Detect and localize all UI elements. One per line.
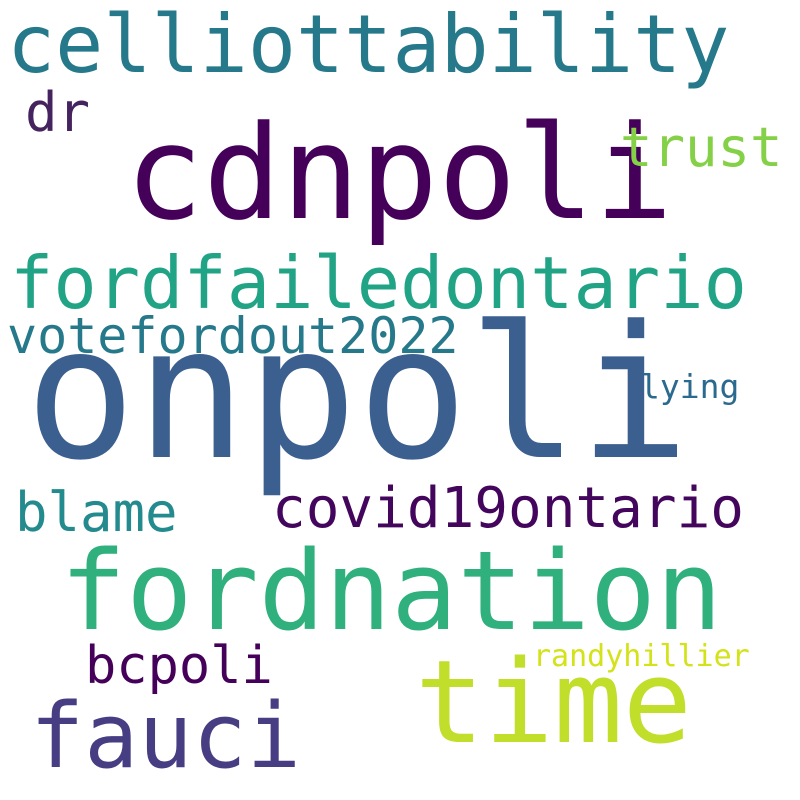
word-lying: lying (640, 367, 740, 406)
word-fordnation: fordnation (60, 527, 723, 655)
word-blame: blame (15, 481, 178, 544)
word-fauci: fauci (30, 684, 301, 789)
word-covid19ontario: covid19ontario (272, 476, 745, 541)
word-dr: dr (25, 81, 91, 144)
word-randyhillier: randyhillier (533, 639, 750, 674)
word-onpoli: onpoli (25, 287, 690, 501)
word-fordfailedontario: fordfailedontario (10, 241, 747, 325)
word-bcpoli: bcpoli (85, 636, 273, 696)
word-cdnpoli: cdnpoli (125, 97, 673, 249)
word-votefordout2022: votefordout2022 (7, 307, 459, 365)
word-time: time (415, 636, 692, 770)
word-celliottability: celliottability (7, 0, 730, 91)
word-trust: trust (620, 116, 783, 179)
